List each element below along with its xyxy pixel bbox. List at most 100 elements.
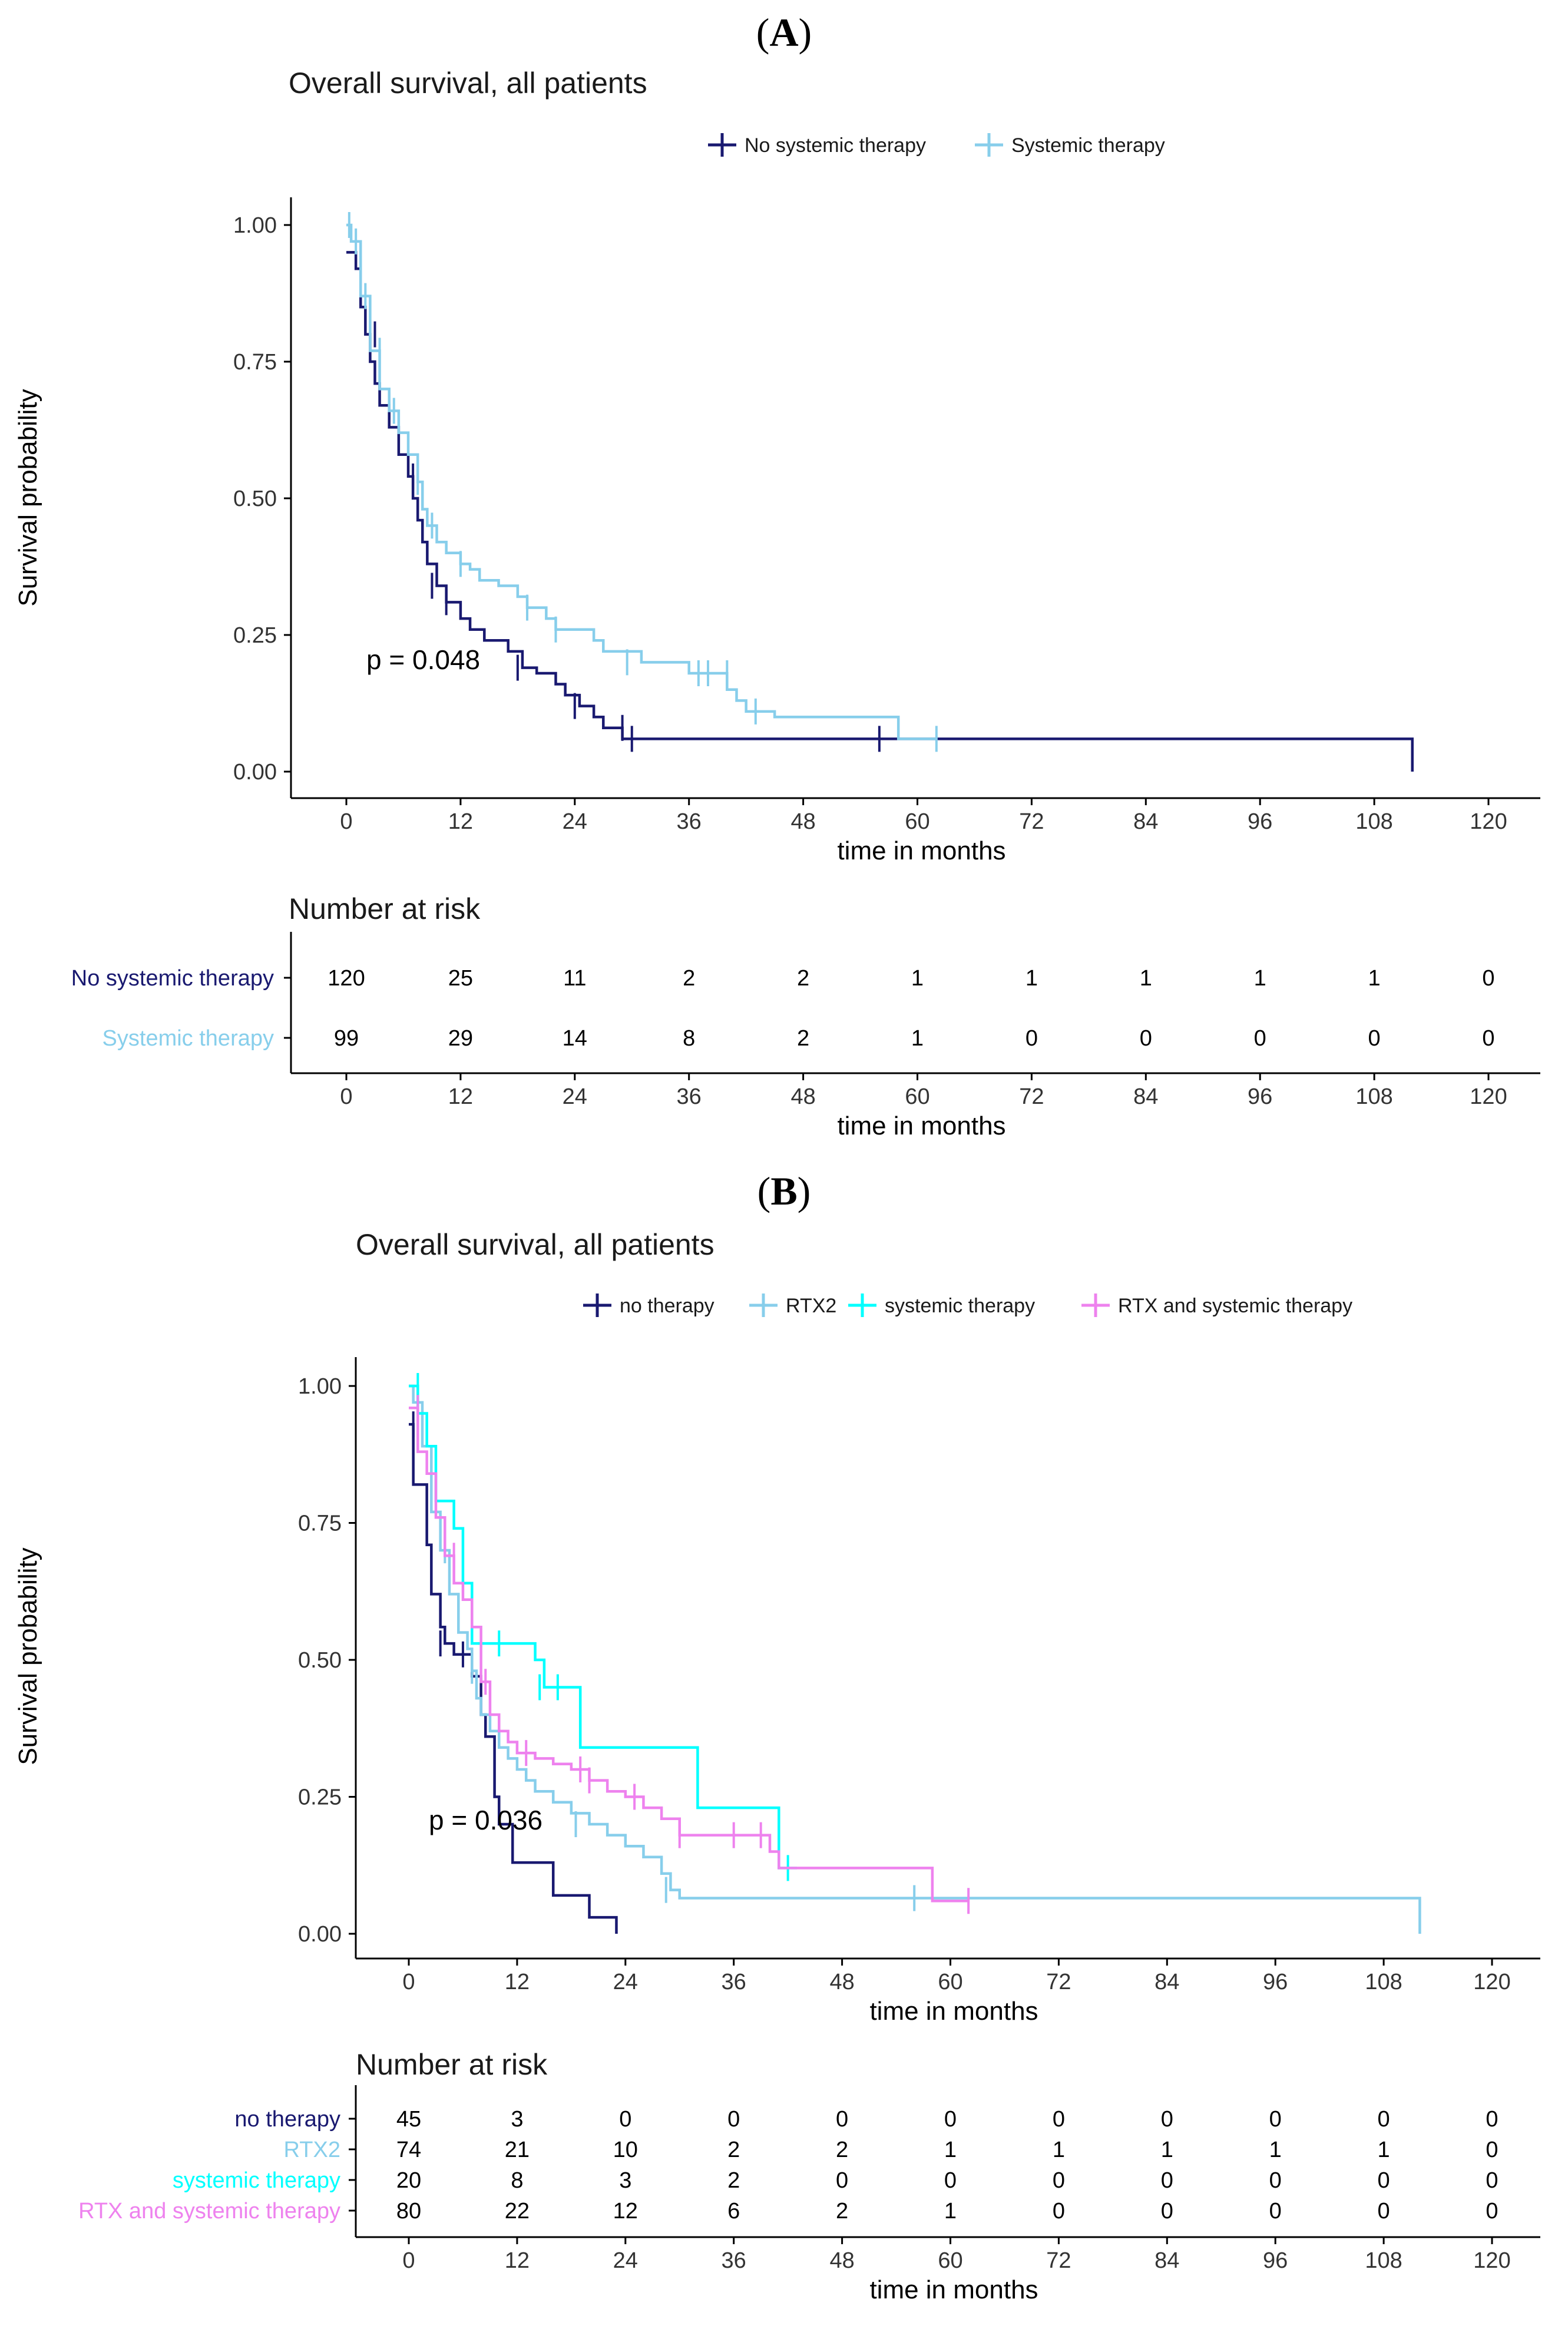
panel-a-risk-x-tick-label: 36 bbox=[677, 1084, 702, 1109]
panel-a-legend-label-no-systemic-therapy: No systemic therapy bbox=[745, 134, 926, 157]
panel-a-risk-count-no-systemic-therapy: 1 bbox=[1368, 966, 1381, 991]
panel-a-risk-table: No systemic therapy 120 25 11 2 2 1 1 1 1 1 0System… bbox=[71, 932, 1540, 1140]
panel-b-plot-x-tick-label: 108 bbox=[1365, 1970, 1402, 1994]
panel-b-risk-x-tick-label: 36 bbox=[722, 2248, 746, 2273]
panel-b-risk-count-no-therapy: 0 bbox=[1161, 2107, 1173, 2132]
panel-a-legend-item-no-systemic-therapy: No systemic therapy bbox=[708, 133, 926, 157]
panel-b-legend-item-rtx-and-systemic-therapy: RTX and systemic therapy bbox=[1081, 1293, 1352, 1317]
panel-a-risk-count-systemic-therapy: 0 bbox=[1140, 1026, 1152, 1051]
panel-a-plot-x-tick-label: 60 bbox=[905, 809, 929, 834]
panel-b-risk-x-tick-label: 48 bbox=[829, 2248, 854, 2273]
panel-b-plot-x-tick-label: 24 bbox=[613, 1970, 638, 1994]
panel-b-risk-row-label-systemic-therapy: systemic therapy bbox=[173, 2168, 340, 2193]
panel-b-plot-x-tick-label: 36 bbox=[722, 1970, 746, 1994]
panel-a-risk-x-tick-label: 84 bbox=[1133, 1084, 1158, 1109]
panel-b-risk-count-rtx-and-systemic-therapy: 6 bbox=[727, 2199, 740, 2224]
panel-b-curve-systemic-therapy bbox=[409, 1384, 797, 1870]
panel-b-label: (B) bbox=[757, 1169, 811, 1213]
panel-b-plot-x-tick-label: 120 bbox=[1473, 1970, 1510, 1994]
panel-a: (A) Overall survival, all patients No sy… bbox=[14, 10, 1540, 1140]
panel-a-legend-label-systemic-therapy: Systemic therapy bbox=[1011, 134, 1165, 157]
panel-b-risk-count-systemic-therapy: 8 bbox=[511, 2168, 523, 2193]
panel-a-risk-x-tick-label: 12 bbox=[448, 1084, 473, 1109]
panel-a-risk-count-no-systemic-therapy: 25 bbox=[448, 966, 473, 991]
panel-b-plot-x-axis-title: time in months bbox=[869, 1997, 1038, 2026]
panel-b-risk-row-label-rtx-and-systemic-therapy: RTX and systemic therapy bbox=[78, 2199, 340, 2224]
panel-a-risk-count-systemic-therapy: 1 bbox=[911, 1026, 924, 1051]
panel-a-y-tick-label: 0.25 bbox=[233, 623, 277, 648]
panel-a-y-tick-label: 0.75 bbox=[233, 350, 277, 375]
panel-a-risk-x-tick-label: 48 bbox=[790, 1084, 815, 1109]
panel-a-title: Overall survival, all patients bbox=[289, 67, 647, 100]
panel-b-y-tick-label: 0.75 bbox=[298, 1511, 342, 1536]
panel-b-risk-x-tick-label: 120 bbox=[1473, 2248, 1510, 2273]
panel-a-risk-count-systemic-therapy: 14 bbox=[563, 1026, 587, 1051]
panel-a-risk-count-systemic-therapy: 2 bbox=[797, 1026, 809, 1051]
panel-b-risk-count-systemic-therapy: 20 bbox=[396, 2168, 421, 2193]
panel-b-risk-count-systemic-therapy: 0 bbox=[1378, 2168, 1390, 2193]
panel-b-plot-x-tick-label: 84 bbox=[1155, 1970, 1179, 1994]
panel-b-p-value: p = 0.036 bbox=[429, 1805, 542, 1835]
panel-b-plot-x-tick-label: 72 bbox=[1046, 1970, 1071, 1994]
panel-b-risk-row-label-no-therapy: no therapy bbox=[234, 2107, 340, 2132]
panel-b-risk-title: Number at risk bbox=[356, 2048, 548, 2081]
panel-b-risk-count-systemic-therapy: 0 bbox=[836, 2168, 848, 2193]
panel-b-risk-x-tick-label: 0 bbox=[402, 2248, 415, 2273]
panel-b-legend-label-rtx2: RTX2 bbox=[786, 1295, 836, 1317]
panel-b-risk-count-no-therapy: 45 bbox=[396, 2107, 421, 2132]
panel-b-risk-count-rtx-and-systemic-therapy: 12 bbox=[613, 2199, 638, 2224]
panel-a-risk-count-no-systemic-therapy: 0 bbox=[1482, 966, 1494, 991]
panel-b-risk-count-rtx-and-systemic-therapy: 1 bbox=[944, 2199, 957, 2224]
panel-b-risk-x-axis-title: time in months bbox=[869, 2275, 1038, 2304]
panel-b-risk-count-rtx2: 1 bbox=[1053, 2138, 1065, 2162]
panel-b-risk-count-no-therapy: 0 bbox=[944, 2107, 957, 2132]
panel-a-risk-count-no-systemic-therapy: 1 bbox=[911, 966, 924, 991]
panel-a-y-tick-label: 1.00 bbox=[233, 213, 277, 238]
panel-b-risk-x-tick-label: 24 bbox=[613, 2248, 638, 2273]
panel-a-risk-x-tick-label: 96 bbox=[1248, 1084, 1272, 1109]
panel-a-plot-x-tick-label: 48 bbox=[790, 809, 815, 834]
panel-a-risk-x-tick-label: 24 bbox=[563, 1084, 587, 1109]
panel-b-risk-count-rtx2: 21 bbox=[505, 2138, 530, 2162]
panel-a-risk-count-systemic-therapy: 29 bbox=[448, 1026, 473, 1051]
panel-a-risk-x-tick-label: 72 bbox=[1019, 1084, 1044, 1109]
panel-b-risk-count-systemic-therapy: 3 bbox=[619, 2168, 631, 2193]
panel-a-label: (A) bbox=[756, 10, 812, 55]
panel-b-legend-label-systemic-therapy: systemic therapy bbox=[885, 1295, 1035, 1317]
panel-a-plot-x-tick-label: 84 bbox=[1133, 809, 1158, 834]
panel-b-risk-row-label-rtx2: RTX2 bbox=[284, 2138, 340, 2162]
panel-a-risk-count-no-systemic-therapy: 120 bbox=[328, 966, 365, 991]
panel-b-curve-rtx2 bbox=[409, 1384, 1421, 1934]
panel-a-plot-x-tick-label: 72 bbox=[1019, 809, 1044, 834]
panel-b: (B) Overall survival, all patients no th… bbox=[14, 1169, 1540, 2304]
panel-a-p-value: p = 0.048 bbox=[366, 644, 480, 675]
panel-b-risk-count-rtx2: 1 bbox=[944, 2138, 957, 2162]
panel-b-risk-count-rtx2: 1 bbox=[1161, 2138, 1173, 2162]
panel-a-legend: No systemic therapy Systemic therapy bbox=[708, 133, 1165, 157]
panel-a-risk-count-no-systemic-therapy: 1 bbox=[1140, 966, 1152, 991]
panel-b-risk-count-rtx-and-systemic-therapy: 0 bbox=[1161, 2199, 1173, 2224]
panel-b-risk-count-rtx-and-systemic-therapy: 0 bbox=[1269, 2199, 1282, 2224]
panel-a-risk-count-systemic-therapy: 0 bbox=[1368, 1026, 1381, 1051]
panel-b-survival-plot: 0.00 0.25 0.50 0.75 1.00 Survival probability… bbox=[14, 1357, 1540, 2026]
panel-b-risk-x-tick-label: 12 bbox=[505, 2248, 530, 2273]
panel-b-risk-count-systemic-therapy: 0 bbox=[1486, 2168, 1498, 2193]
panel-a-risk-count-systemic-therapy: 0 bbox=[1254, 1026, 1266, 1051]
panel-b-risk-count-rtx2: 0 bbox=[1486, 2138, 1498, 2162]
panel-b-plot-x-tick-label: 96 bbox=[1263, 1970, 1288, 1994]
panel-a-risk-count-systemic-therapy: 99 bbox=[334, 1026, 359, 1051]
panel-a-curve-no-systemic-therapy bbox=[346, 251, 1414, 772]
panel-b-risk-x-tick-label: 96 bbox=[1263, 2248, 1288, 2273]
panel-b-risk-x-tick-label: 84 bbox=[1155, 2248, 1179, 2273]
panel-b-legend-item-rtx2: RTX2 bbox=[749, 1293, 836, 1317]
panel-b-risk-count-rtx-and-systemic-therapy: 0 bbox=[1378, 2199, 1390, 2224]
panel-b-risk-count-rtx2: 1 bbox=[1378, 2138, 1390, 2162]
panel-b-risk-count-no-therapy: 0 bbox=[1378, 2107, 1390, 2132]
panel-a-risk-count-no-systemic-therapy: 2 bbox=[797, 966, 809, 991]
panel-b-risk-count-no-therapy: 0 bbox=[619, 2107, 631, 2132]
panel-b-risk-count-no-therapy: 3 bbox=[511, 2107, 523, 2132]
panel-a-risk-x-tick-label: 60 bbox=[905, 1084, 929, 1109]
panel-a-risk-count-systemic-therapy: 0 bbox=[1026, 1026, 1038, 1051]
